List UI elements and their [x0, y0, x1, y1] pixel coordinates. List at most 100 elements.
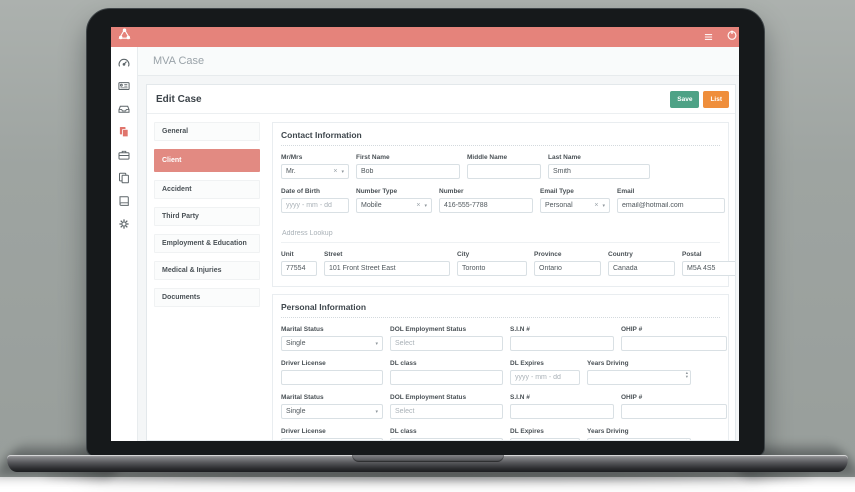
- address-lookup-input[interactable]: [281, 229, 720, 243]
- dl-class-input[interactable]: [390, 438, 503, 440]
- personal-information-section: Personal Information Marital Status Sing…: [272, 294, 729, 440]
- dol-employment-status-select[interactable]: Select: [390, 336, 503, 351]
- last-name-input[interactable]: [548, 164, 650, 179]
- inbox-icon[interactable]: [118, 102, 130, 114]
- marital-status-field: Marital Status Single ▾: [281, 326, 383, 351]
- field-label: Postal: [682, 251, 702, 258]
- city-input[interactable]: [457, 261, 527, 276]
- tab-client[interactable]: Client: [154, 149, 260, 172]
- clear-icon[interactable]: ×: [594, 202, 599, 209]
- sin-input[interactable]: [510, 336, 614, 351]
- first-name-field: First Name: [356, 154, 460, 179]
- field-label: DL class: [390, 360, 417, 367]
- book-icon[interactable]: [118, 194, 130, 206]
- tab-documents[interactable]: Documents: [154, 288, 260, 307]
- field-label: Driver License: [281, 360, 326, 367]
- marital-status-select[interactable]: Single ▾: [281, 336, 383, 351]
- field-label: S.I.N #: [510, 394, 530, 401]
- page-title: MVA Case: [153, 55, 205, 67]
- power-icon[interactable]: [726, 28, 738, 46]
- country-input[interactable]: [608, 261, 675, 276]
- years-driving-input[interactable]: [587, 370, 691, 385]
- field-label: Years Driving: [587, 360, 629, 367]
- files-icon[interactable]: [118, 125, 130, 138]
- briefcase-icon[interactable]: [118, 148, 130, 160]
- icon-sidebar: [111, 47, 138, 441]
- field-label: Number: [439, 188, 464, 195]
- sin-input[interactable]: [510, 404, 614, 419]
- driver-license-field: Driver License: [281, 360, 383, 385]
- field-label: Years Driving: [587, 428, 629, 435]
- tab-accident[interactable]: Accident: [154, 180, 260, 199]
- field-label: Country: [608, 251, 633, 258]
- id-card-icon[interactable]: [118, 79, 130, 91]
- postal-input[interactable]: [682, 261, 735, 276]
- email-type-select[interactable]: Personal × ▾: [540, 198, 610, 213]
- dashboard-icon[interactable]: [118, 56, 130, 68]
- ohip-input[interactable]: [621, 404, 727, 419]
- section-title: Personal Information: [281, 302, 720, 318]
- selected-value: Single: [286, 408, 306, 415]
- dl-class-input[interactable]: [390, 370, 503, 385]
- ohip-field: OHIP #: [621, 394, 727, 419]
- number-stepper-icon[interactable]: ▴▾: [685, 370, 688, 379]
- laptop-base-shadow: [44, 470, 812, 479]
- number-type-select[interactable]: Mobile × ▾: [356, 198, 432, 213]
- clear-icon[interactable]: ×: [416, 202, 421, 209]
- gear-icon[interactable]: [118, 217, 130, 229]
- app-body: MVA Case Edit Case Save List General Cli…: [111, 47, 739, 441]
- laptop-base-notch: [351, 455, 504, 462]
- tab-third-party[interactable]: Third Party: [154, 207, 260, 226]
- chevron-down-icon: ▾: [375, 408, 378, 415]
- copy-icon[interactable]: [118, 171, 130, 184]
- dl-class-field: DL class: [390, 428, 503, 440]
- marital-status-select[interactable]: Single ▾: [281, 404, 383, 419]
- sin-field: S.I.N #: [510, 326, 614, 351]
- field-label: Street: [324, 251, 343, 258]
- driver-license-input[interactable]: [281, 438, 383, 440]
- field-label: Marital Status: [281, 326, 324, 333]
- years-driving-field: Years Driving ▴▾: [587, 428, 691, 440]
- field-label: Unit: [281, 251, 294, 258]
- province-input[interactable]: [534, 261, 601, 276]
- dol-employment-status-field: DOL Employment Status Select: [390, 394, 503, 419]
- field-label: Number Type: [356, 188, 398, 195]
- clear-icon[interactable]: ×: [333, 168, 338, 175]
- field-label: Province: [534, 251, 562, 258]
- dl-expires-field: DL Expires: [510, 360, 580, 385]
- first-name-input[interactable]: [356, 164, 460, 179]
- number-stepper-icon[interactable]: ▴▾: [686, 438, 688, 440]
- street-input[interactable]: [324, 261, 450, 276]
- tab-medical-injuries[interactable]: Medical & Injuries: [154, 261, 260, 280]
- dl-expires-input[interactable]: [510, 438, 580, 440]
- menu-toggle-icon[interactable]: [704, 28, 713, 46]
- panel-header: Edit Case Save List: [147, 85, 735, 114]
- save-button[interactable]: Save: [670, 90, 700, 108]
- unit-input[interactable]: [281, 261, 317, 276]
- selected-value: Single: [286, 340, 306, 347]
- name-row: Mr/Mrs Mr. × ▾ First Name: [281, 154, 720, 179]
- dol-employment-status-select[interactable]: Select: [390, 404, 503, 419]
- ohip-input[interactable]: [621, 336, 727, 351]
- dob-input[interactable]: [281, 198, 349, 213]
- chevron-down-icon: ▾: [424, 202, 427, 209]
- tab-employment-education[interactable]: Employment & Education: [154, 234, 260, 253]
- driver-license-input[interactable]: [281, 370, 383, 385]
- chevron-down-icon: ▾: [602, 202, 605, 209]
- number-input[interactable]: [439, 198, 533, 213]
- province-field: Province: [534, 251, 601, 276]
- chevron-down-icon: ▾: [341, 168, 344, 175]
- driver-license-field: Driver License: [281, 428, 383, 440]
- email-type-field: Email Type Personal × ▾: [540, 188, 610, 213]
- address-row: Unit Street City: [281, 251, 735, 276]
- dl-expires-input[interactable]: [510, 370, 580, 385]
- select-placeholder: Select: [395, 408, 415, 415]
- years-driving-input[interactable]: [587, 438, 691, 440]
- tab-general[interactable]: General: [154, 122, 260, 141]
- list-button[interactable]: List: [703, 90, 729, 108]
- email-input[interactable]: [617, 198, 725, 213]
- number-type-field: Number Type Mobile × ▾: [356, 188, 432, 213]
- middle-name-input[interactable]: [467, 164, 541, 179]
- mr-mrs-select[interactable]: Mr. × ▾: [281, 164, 349, 179]
- panel-wrap: Edit Case Save List General Client Accid…: [138, 76, 739, 441]
